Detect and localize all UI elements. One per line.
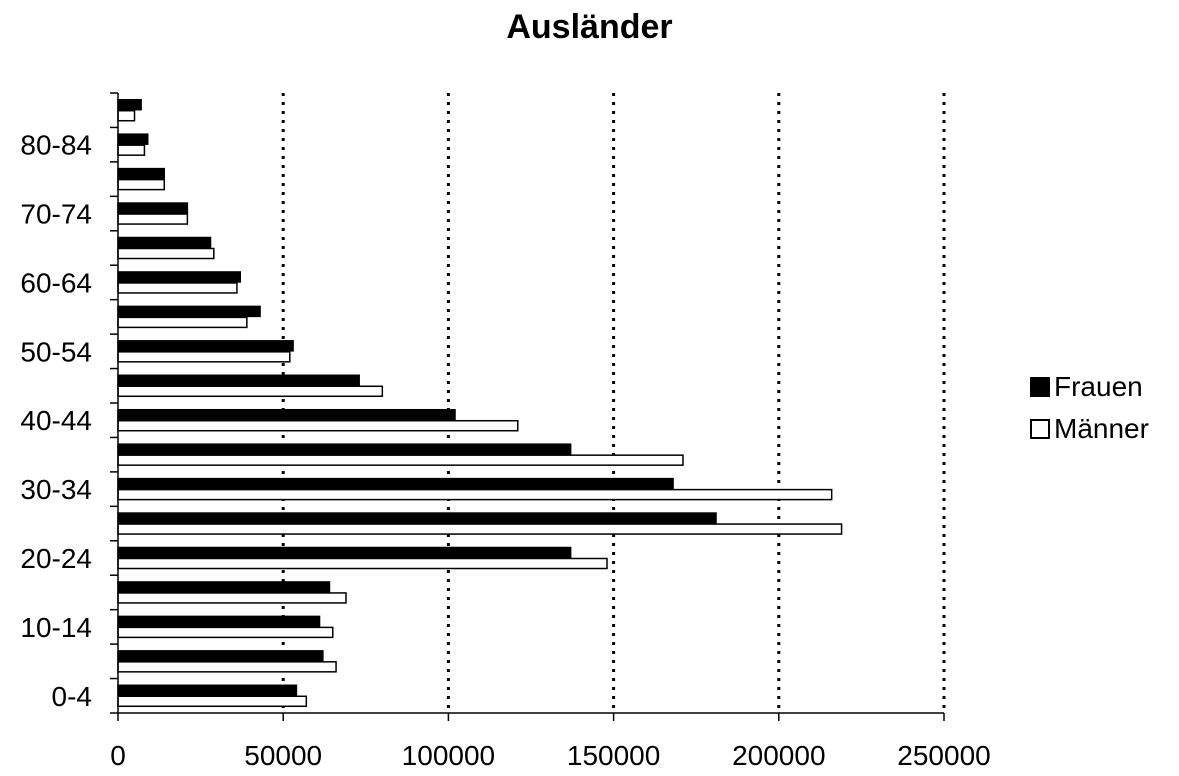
x-tick-label: 250000 <box>897 740 990 771</box>
legend-label-maenner: Männer <box>1054 413 1149 444</box>
bar-frauen-80-84 <box>117 133 149 145</box>
y-tick-label: 10-14 <box>20 612 92 643</box>
bar-maenner-70-74 <box>117 213 189 225</box>
bar-maenner-5-9 <box>117 661 337 673</box>
bar-maenner-10-14 <box>117 626 334 639</box>
y-tick-label: 80-84 <box>20 130 92 161</box>
bar-frauen-30-34 <box>117 477 674 490</box>
y-tick-label: 70-74 <box>20 199 92 230</box>
x-tick-label: 200000 <box>732 740 825 771</box>
y-tick-label: 50-54 <box>20 336 92 367</box>
chart-title: Ausländer <box>506 8 673 46</box>
bar-maenner-60-64 <box>117 282 238 294</box>
bar-frauen-5-9 <box>117 650 324 662</box>
bar-maenner-65-69 <box>117 247 215 260</box>
legend-item-frauen: Frauen <box>1030 366 1149 408</box>
bar-frauen-40-44 <box>117 408 456 421</box>
bar-maenner-85+ <box>117 109 136 122</box>
x-tick-label: 50000 <box>244 740 322 771</box>
bar-frauen-75-79 <box>117 167 166 180</box>
bar-maenner-75-79 <box>117 178 166 191</box>
bar-maenner-30-34 <box>117 488 833 501</box>
bar-maenner-20-24 <box>117 557 608 570</box>
bar-frauen-70-74 <box>117 202 189 214</box>
bar-frauen-60-64 <box>117 271 241 283</box>
bar-maenner-25-29 <box>117 523 843 535</box>
y-tick-label: 40-44 <box>20 405 92 436</box>
bar-maenner-50-54 <box>117 351 291 363</box>
legend: Frauen Männer <box>1030 366 1149 450</box>
y-tick-label: 0-4 <box>52 681 92 712</box>
bar-maenner-80-84 <box>117 144 146 156</box>
x-tick-label: 100000 <box>402 740 495 771</box>
bar-frauen-0-4 <box>117 684 298 697</box>
bar-frauen-65-69 <box>117 236 212 249</box>
legend-label-frauen: Frauen <box>1054 371 1143 402</box>
bar-maenner-40-44 <box>117 419 519 432</box>
bar-frauen-55-59 <box>117 305 261 318</box>
bar-frauen-50-54 <box>117 340 294 352</box>
bar-frauen-85+ <box>117 98 142 111</box>
legend-swatch-frauen <box>1030 377 1050 397</box>
x-tick-label: 0 <box>110 740 126 771</box>
y-tick-label: 60-64 <box>20 267 92 298</box>
x-tick-label: 150000 <box>567 740 660 771</box>
bar-frauen-20-24 <box>117 546 572 559</box>
bar-frauen-15-19 <box>117 581 331 593</box>
bar-frauen-10-14 <box>117 615 321 628</box>
legend-swatch-maenner <box>1030 419 1050 439</box>
bar-maenner-45-49 <box>117 385 384 398</box>
y-tick-label: 20-24 <box>20 543 92 574</box>
bar-frauen-35-39 <box>117 443 572 455</box>
bar-maenner-0-4 <box>117 695 308 708</box>
bar-maenner-15-19 <box>117 592 347 604</box>
legend-item-maenner: Männer <box>1030 408 1149 450</box>
bar-frauen-25-29 <box>117 512 717 524</box>
bar-maenner-35-39 <box>117 454 684 466</box>
y-tick-label: 30-34 <box>20 474 92 505</box>
bar-frauen-45-49 <box>117 374 360 387</box>
bar-maenner-55-59 <box>117 316 248 329</box>
